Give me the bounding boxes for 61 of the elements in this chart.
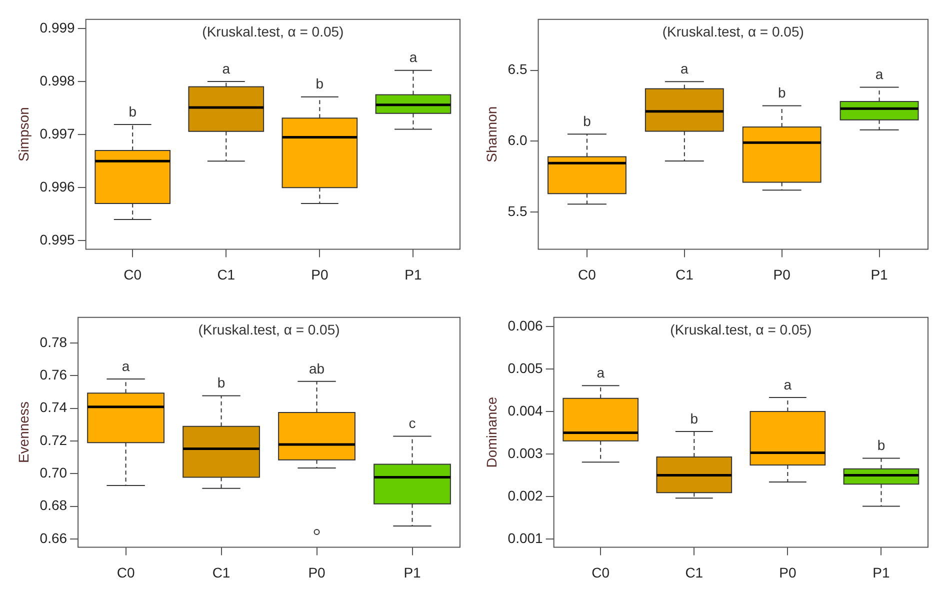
x-tick-label: P1: [872, 564, 890, 580]
x-tick-label: C0: [592, 564, 610, 580]
y-tick-label: 0.997: [40, 125, 76, 142]
x-tick-label: P0: [773, 266, 791, 282]
annotation: b: [583, 112, 592, 129]
x-tick-label: P1: [404, 564, 422, 580]
annotation: b: [128, 103, 137, 120]
y-tick-label: 0.002: [508, 487, 544, 504]
annotation: ab: [308, 360, 325, 376]
annotation: a: [122, 358, 130, 374]
x-tick-label: C1: [217, 266, 236, 282]
annotation: a: [222, 60, 230, 76]
annotation: a: [875, 66, 884, 82]
annotation: a: [409, 49, 418, 66]
annotation: b: [316, 76, 324, 92]
y-tick-label: 0.006: [508, 317, 544, 334]
annotation: (Kruskal.test, α = 0.05): [670, 321, 812, 338]
x-tick-label: P1: [404, 266, 422, 282]
x-tick-label: P0: [311, 266, 328, 282]
y-tick-label: 0.005: [508, 360, 544, 376]
x-tick-label: P0: [779, 564, 796, 580]
y-tick-label: 0.72: [40, 432, 68, 448]
annotation: (Kruskal.test, α = 0.05): [198, 321, 340, 338]
x-tick-label: C1: [212, 564, 230, 580]
x-tick-label: P0: [308, 564, 326, 580]
y-tick-label: 0.68: [40, 497, 68, 514]
annotation: b: [877, 437, 886, 454]
y-axis-title: Evenness: [15, 402, 32, 464]
annotation: a: [680, 60, 689, 76]
y-tick-label: 0.76: [40, 366, 68, 383]
annotation: a: [784, 376, 792, 392]
y-tick-label: 0.70: [40, 464, 68, 481]
annotation: c: [408, 415, 416, 432]
annotation: b: [690, 410, 698, 426]
y-tick-label: 0.995: [40, 232, 76, 248]
x-tick-label: C1: [675, 266, 694, 282]
annotation: (Kruskal.test, α = 0.05): [662, 23, 804, 40]
y-tick-label: 0.996: [40, 178, 76, 194]
y-tick-label: 6.0: [508, 132, 528, 148]
y-tick-label: 0.66: [40, 530, 68, 546]
x-tick-label: C1: [685, 564, 704, 580]
y-axis-title: Shannon: [483, 106, 500, 162]
y-tick-label: 6.5: [508, 61, 528, 78]
annotation: (Kruskal.test, α = 0.05): [202, 23, 344, 40]
y-tick-label: 0.999: [40, 19, 76, 36]
y-tick-label: 5.5: [508, 202, 528, 219]
y-tick-label: 0.004: [508, 402, 544, 418]
annotation: b: [217, 374, 226, 391]
y-tick-label: 0.78: [40, 334, 68, 350]
x-tick-label: C0: [124, 266, 142, 282]
y-tick-label: 0.001: [508, 530, 544, 546]
y-tick-label: 0.003: [508, 444, 544, 461]
x-tick-label: C0: [116, 564, 135, 580]
y-tick-label: 0.998: [40, 72, 76, 88]
y-tick-label: 0.74: [40, 399, 68, 416]
x-tick-label: C0: [578, 266, 596, 282]
y-axis-title: Simpson: [15, 107, 32, 162]
x-tick-label: P1: [870, 266, 888, 282]
annotation: b: [778, 84, 786, 101]
y-axis-title: Dominance: [483, 396, 500, 468]
annotation: a: [596, 364, 605, 380]
